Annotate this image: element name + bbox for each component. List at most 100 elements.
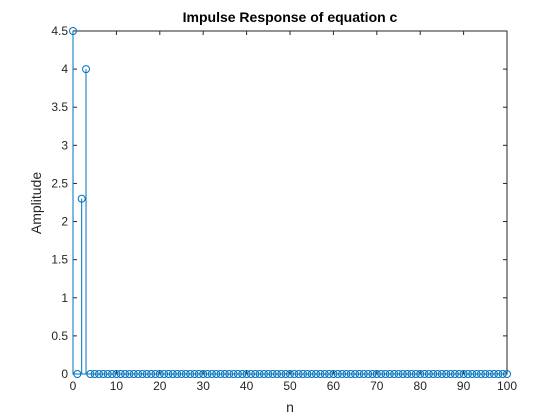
x-tick-label: 10: [110, 379, 124, 393]
stem-marker: [481, 370, 490, 378]
y-tick-label: 4.5: [51, 24, 68, 38]
stem-marker: [277, 370, 286, 378]
stem-marker: [268, 370, 277, 378]
stem-marker: [468, 370, 477, 378]
y-tick-label: 3: [61, 138, 68, 152]
stem-marker: [207, 370, 216, 378]
stem-marker: [494, 370, 503, 378]
stem-marker: [90, 370, 99, 378]
stem-marker: [164, 370, 173, 378]
stem-marker: [320, 370, 329, 378]
stem-marker: [498, 370, 507, 378]
stem-marker: [364, 370, 373, 378]
stem-marker: [489, 370, 498, 378]
stem-marker: [225, 370, 234, 378]
stem-marker: [325, 370, 334, 378]
stem-marker: [238, 370, 247, 378]
y-tick-label: 2.5: [51, 176, 68, 190]
stem-marker: [142, 370, 151, 378]
stem-marker: [377, 370, 386, 378]
stem-marker: [264, 370, 273, 378]
y-tick-label: 2: [61, 215, 68, 229]
x-tick-label: 80: [414, 379, 428, 393]
stem-marker: [476, 370, 485, 378]
stem-marker: [155, 370, 164, 378]
stem-marker: [333, 370, 342, 378]
x-tick-label: 100: [497, 379, 517, 393]
stem-marker: [95, 370, 104, 378]
stem-marker: [312, 370, 321, 378]
stem-marker: [368, 370, 377, 378]
stem-marker: [73, 370, 82, 378]
stem-marker: [138, 370, 147, 378]
stem-marker: [281, 370, 290, 378]
stem-marker: [329, 370, 338, 378]
stem-marker: [177, 370, 186, 378]
y-tick-label: 0: [61, 367, 68, 381]
stem-marker: [168, 370, 177, 378]
x-tick-label: 20: [153, 379, 167, 393]
stem-marker: [286, 370, 294, 378]
stem-marker: [173, 370, 182, 378]
stem-marker: [338, 370, 347, 378]
stem-marker: [108, 370, 117, 378]
stem-marker: [359, 370, 368, 378]
stem-marker: [446, 370, 455, 378]
y-axis-label: Amplitude: [28, 172, 44, 234]
stem-marker: [147, 370, 156, 378]
stem-marker: [134, 370, 143, 378]
stem-marker: [255, 370, 264, 378]
stem-marker: [69, 27, 77, 35]
chart-title: Impulse Response of equation c: [183, 9, 398, 25]
stem-marker: [351, 370, 360, 378]
stem-marker: [86, 370, 95, 378]
stem-marker: [450, 370, 459, 378]
stem-marker: [186, 370, 195, 378]
stem-marker: [251, 370, 260, 378]
stem-marker: [233, 370, 242, 378]
y-tick-label: 4: [61, 62, 68, 76]
stem-marker: [394, 370, 403, 378]
stem-marker: [99, 370, 108, 378]
y-tick-label: 1: [61, 291, 68, 305]
stem-marker: [411, 370, 420, 378]
stem-marker: [272, 370, 281, 378]
stem-marker: [242, 370, 251, 378]
y-tick-label: 0.5: [51, 329, 68, 343]
stem-marker: [316, 370, 325, 378]
stem-marker: [355, 370, 364, 378]
stem-marker: [485, 370, 494, 378]
stem-series: [69, 27, 511, 378]
x-tick-label: 40: [240, 379, 254, 393]
stem-marker: [246, 370, 255, 378]
stem-marker: [342, 370, 351, 378]
stem-marker: [121, 370, 130, 378]
stem-marker: [390, 370, 399, 378]
stem-marker: [385, 370, 394, 378]
stem-marker: [472, 370, 481, 378]
x-axis: 0 10 20 30 40 50 60 70 80 90 100: [70, 31, 517, 393]
stem-marker: [346, 370, 355, 378]
stem-marker: [307, 370, 316, 378]
x-tick-label: 90: [457, 379, 471, 393]
stem-marker: [194, 370, 203, 378]
stem-marker: [403, 370, 412, 378]
plot-area: [72, 30, 508, 375]
stem-marker: [116, 370, 125, 378]
stem-marker: [220, 370, 229, 378]
stem-marker: [381, 370, 390, 378]
stem-marker: [82, 65, 91, 74]
stem-marker: [429, 370, 438, 378]
stem-marker: [181, 370, 190, 378]
stem-marker: [416, 370, 425, 378]
stem-marker: [455, 370, 464, 378]
stem-marker: [151, 370, 160, 378]
x-axis-label: n: [286, 399, 294, 415]
axes-box: [72, 30, 508, 375]
stem-marker: [290, 370, 299, 378]
stem-marker: [203, 370, 212, 378]
stem-marker: [503, 370, 511, 378]
stem-marker: [442, 370, 451, 378]
stem-marker: [112, 370, 121, 378]
